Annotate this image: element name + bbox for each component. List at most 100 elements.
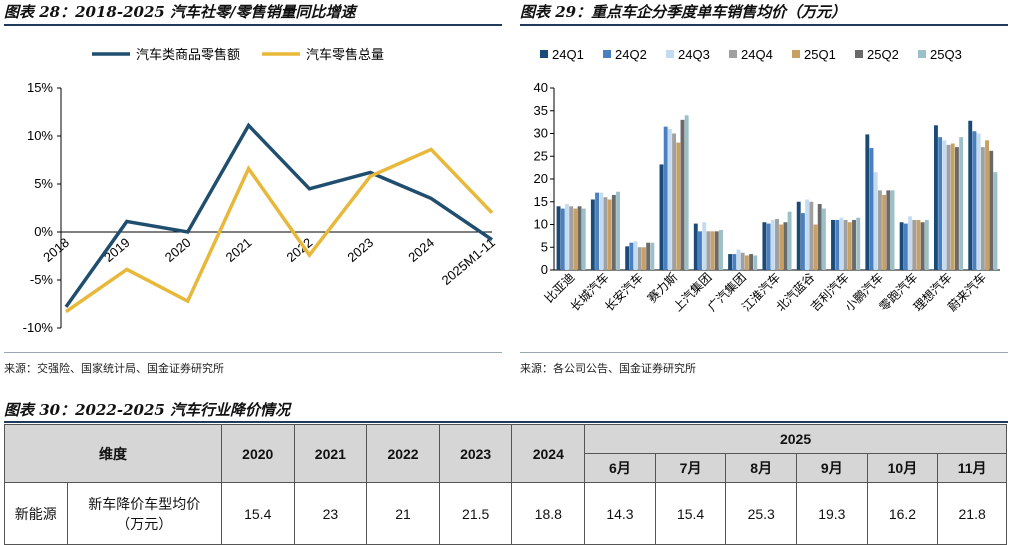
y-tick-label: 20	[534, 171, 548, 186]
bar	[920, 222, 925, 270]
header-month: 9月	[796, 453, 868, 483]
header-dimension: 维度	[4, 424, 222, 483]
legend-swatch	[918, 50, 926, 58]
bar	[839, 217, 844, 270]
bar	[950, 143, 955, 270]
bar	[783, 222, 788, 270]
bar	[873, 172, 878, 270]
bar	[625, 246, 630, 270]
bar	[775, 219, 779, 270]
bar	[650, 242, 655, 270]
bar	[796, 201, 801, 270]
table-cell: 19.3	[796, 482, 868, 545]
bar	[779, 224, 784, 270]
bar	[762, 222, 767, 270]
x-tick-label: 2024	[405, 235, 437, 265]
bar	[706, 231, 711, 270]
bar	[938, 137, 943, 270]
fig28-line-chart: 15%10%5%0%-5%-10%2018 2019 2020 2021 2022 202…	[23, 47, 498, 335]
bar	[946, 144, 951, 270]
bar	[847, 222, 852, 270]
bar	[736, 249, 741, 270]
x-tick-label: 蔚来汽车	[944, 270, 989, 315]
bar	[766, 223, 771, 270]
legend-label: 25Q2	[867, 47, 899, 62]
bar	[942, 140, 947, 270]
legend-swatch	[792, 50, 800, 58]
legend-label: 25Q3	[930, 47, 962, 62]
fig29-source: 来源：各公司公告、国金证券研究所	[520, 362, 696, 375]
bar	[985, 140, 989, 270]
table-cell: 16.2	[866, 482, 939, 545]
table-cell: 23	[293, 482, 368, 545]
x-tick-label: 2025M1-11	[439, 235, 498, 288]
table-cell: 21	[366, 482, 440, 545]
bar	[959, 137, 964, 270]
fig29-title: 图表 29：重点车企分季度单车销售均价（万元）	[520, 3, 847, 21]
y-tick-label: -10%	[23, 320, 54, 335]
bar	[607, 199, 612, 270]
title-rule-fig30	[4, 421, 1008, 423]
bar	[590, 199, 595, 270]
series-line-1	[64, 122, 493, 308]
bar	[633, 241, 638, 270]
y-tick-label: 40	[534, 80, 548, 95]
header-year: 2024	[511, 424, 586, 483]
x-tick-label: 2018	[40, 235, 72, 265]
bar	[908, 216, 912, 270]
bar	[993, 172, 998, 270]
header-year: 2023	[438, 424, 513, 483]
bar	[805, 199, 810, 270]
bar	[728, 254, 733, 270]
bar	[569, 206, 574, 270]
y-tick-label: 5%	[34, 176, 53, 191]
bar	[852, 219, 856, 270]
bar	[710, 231, 715, 270]
bar	[680, 119, 685, 270]
header-month: 7月	[654, 453, 727, 483]
fig28-title: 图表 28：2018-2025 汽车社零/零售销量同比增速	[4, 3, 356, 21]
bar	[744, 255, 749, 270]
bar	[560, 208, 565, 270]
row-category: 新能源	[4, 482, 68, 545]
bar	[684, 115, 689, 270]
bar	[865, 134, 870, 270]
bar	[800, 213, 805, 270]
y-tick-label: 15%	[27, 80, 53, 95]
header-month: 11月	[937, 453, 1007, 483]
header-month: 10月	[866, 453, 939, 483]
bar	[732, 254, 737, 270]
legend-swatch	[666, 50, 674, 58]
legend-label: 24Q3	[678, 47, 710, 62]
y-tick-label: 25	[534, 148, 548, 163]
y-tick-label: 30	[534, 126, 548, 141]
row-metric-unit: （万元）	[116, 515, 173, 532]
bar	[809, 201, 814, 270]
legend-swatch	[729, 50, 737, 58]
bar	[667, 128, 672, 270]
series-line-2	[65, 147, 494, 314]
source-rule-right	[520, 352, 1008, 353]
y-tick-label: 0	[541, 262, 548, 277]
table-cell: 25.3	[725, 482, 797, 545]
bar	[886, 190, 891, 270]
table-cell: 18.8	[511, 482, 586, 545]
bar	[877, 190, 882, 270]
header-year-2025: 2025	[584, 424, 1007, 454]
legend-label: 25Q1	[804, 47, 836, 62]
bar	[637, 247, 642, 270]
header-year: 2021	[293, 424, 368, 483]
bar	[813, 224, 818, 270]
bar	[856, 217, 861, 270]
bar	[603, 197, 608, 270]
bar	[698, 231, 702, 270]
legend-swatch	[540, 50, 548, 58]
bar	[719, 229, 723, 270]
price-cut-table: 维度 2020 2021 2022 2023 2024 2025 6月 7月 8…	[4, 424, 1007, 545]
bar	[787, 211, 792, 270]
bar	[903, 223, 908, 270]
bar	[693, 223, 698, 270]
bar	[817, 204, 822, 270]
table-cell: 14.3	[584, 482, 656, 545]
bar	[954, 147, 959, 270]
